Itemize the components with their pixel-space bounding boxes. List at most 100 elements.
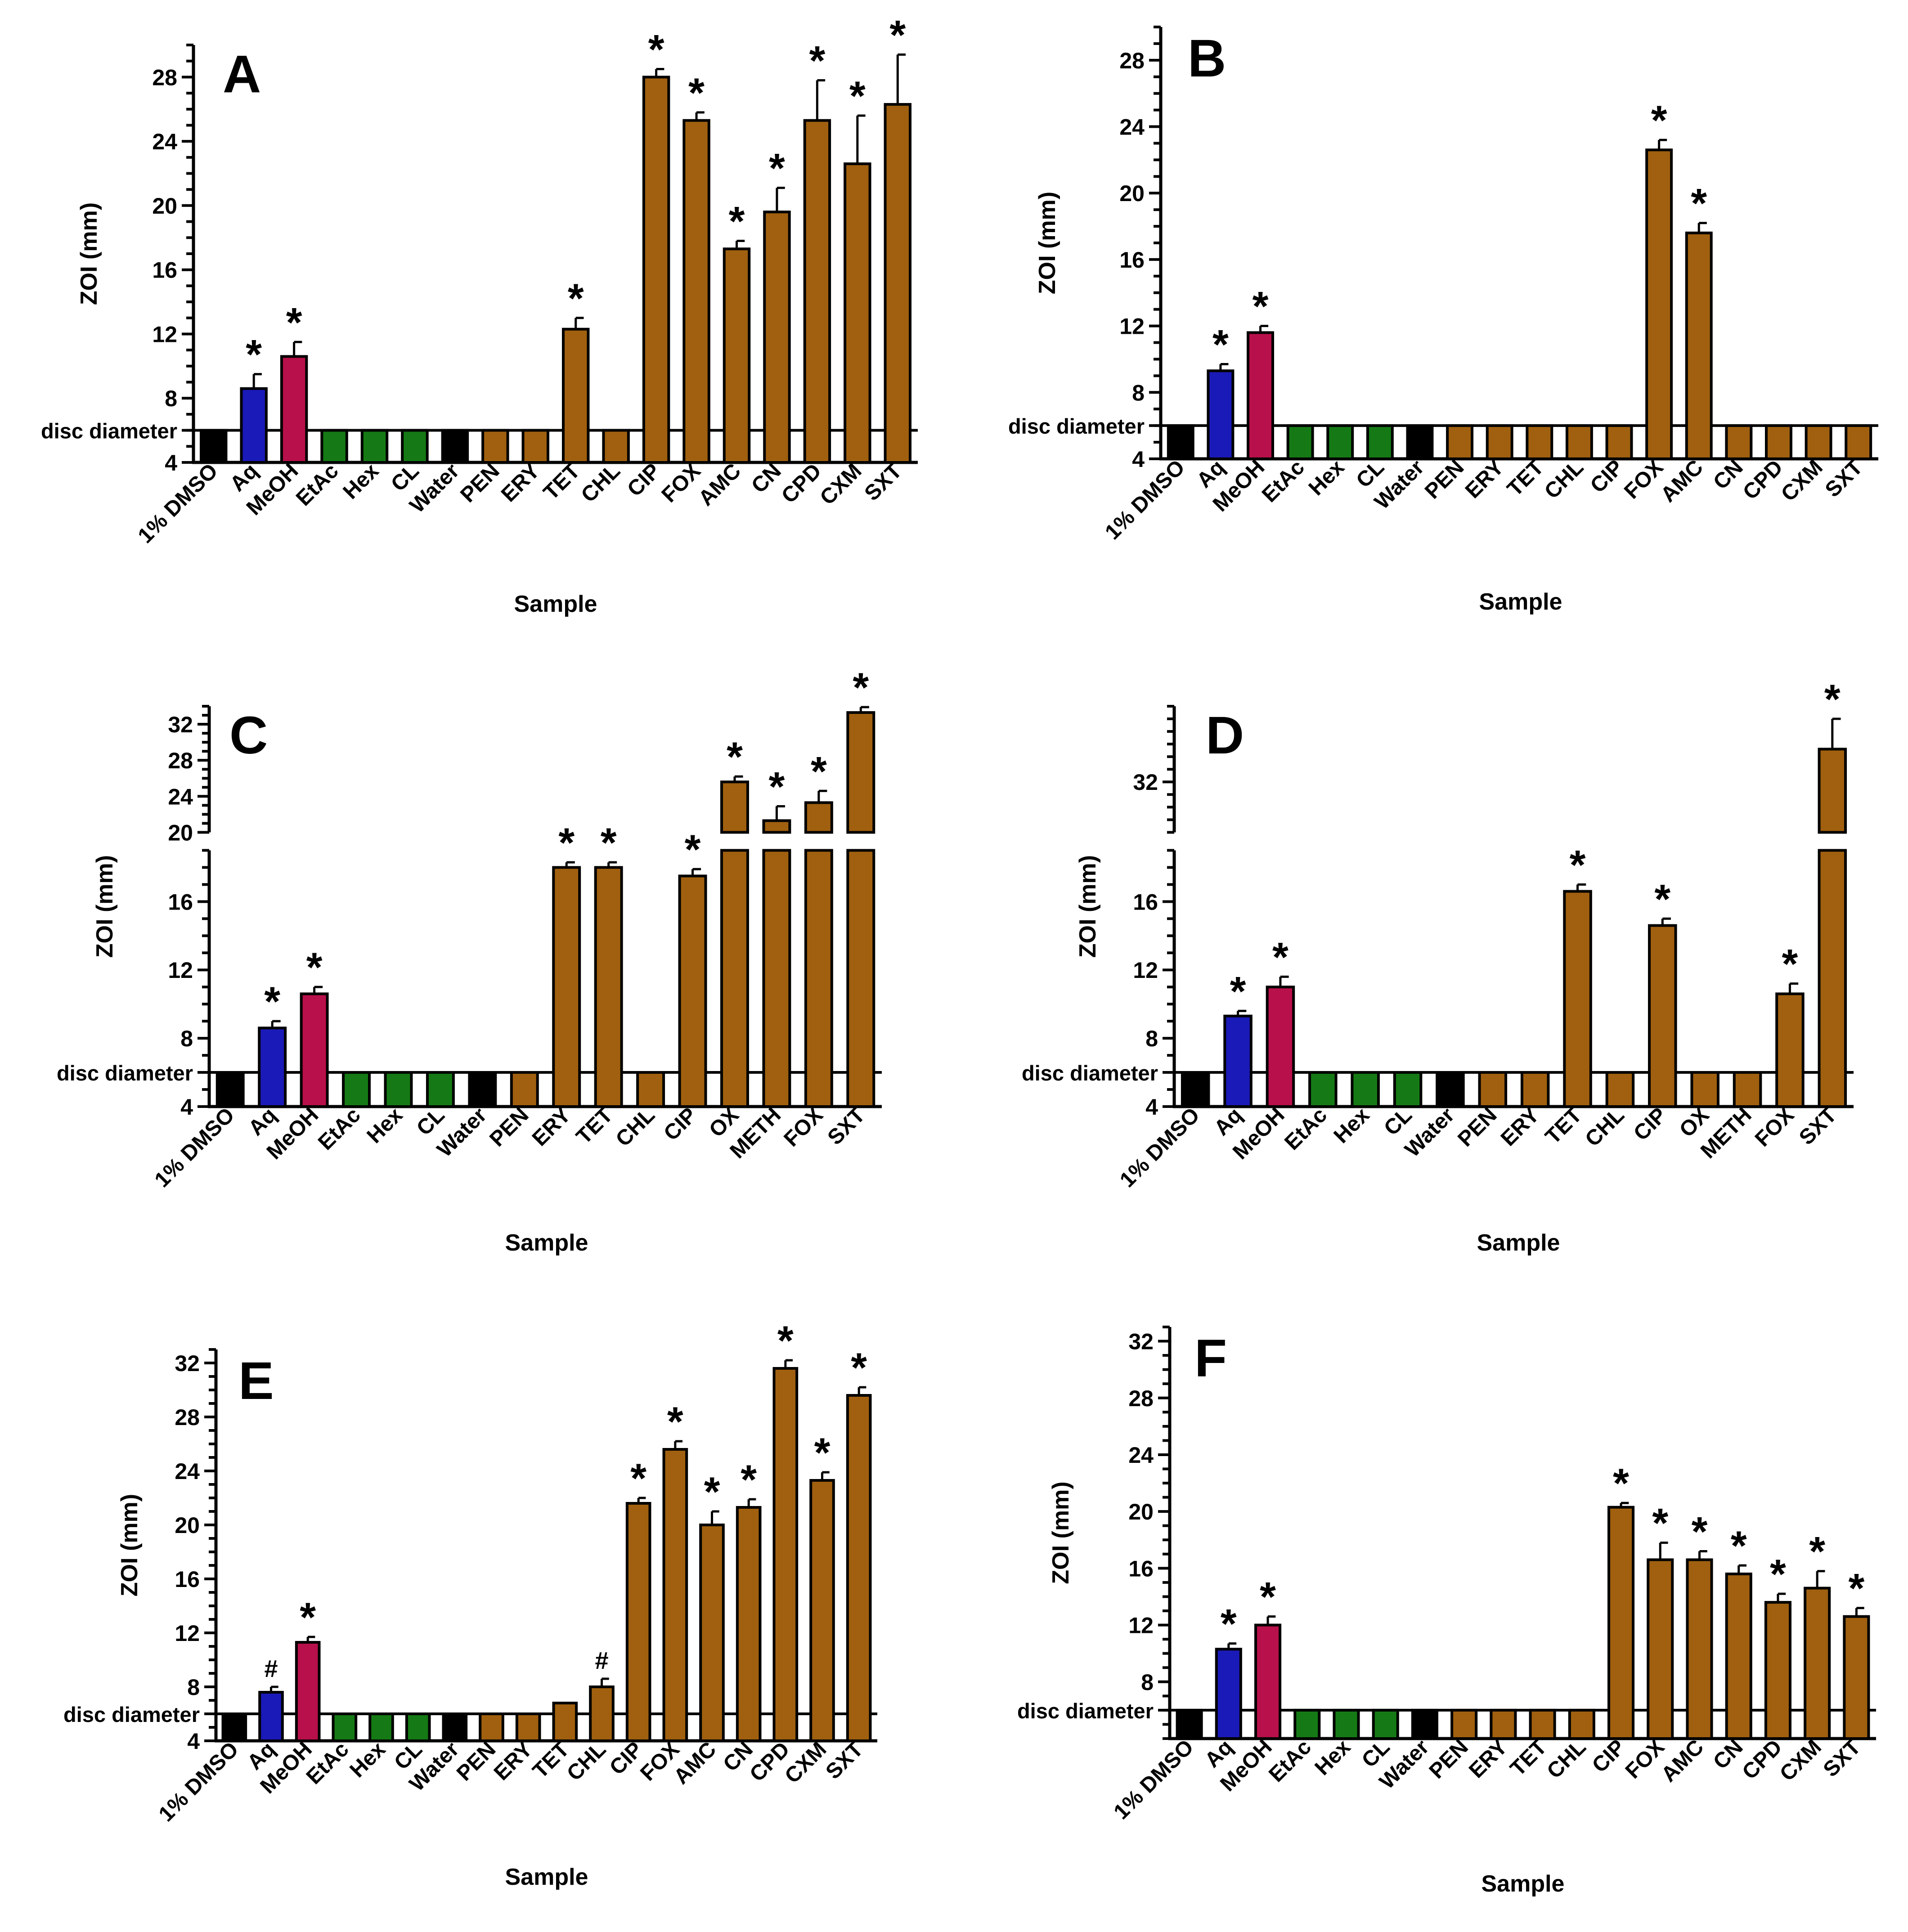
y-tick-label: 4 bbox=[165, 450, 177, 475]
significance-marker: * bbox=[777, 1318, 794, 1364]
bar bbox=[642, 76, 670, 464]
significance-marker: * bbox=[568, 276, 584, 322]
y-tick-label: 28 bbox=[1119, 48, 1145, 73]
x-tick-label: 1% DMSO bbox=[1109, 1735, 1199, 1824]
x-axis-title: Sample bbox=[505, 1864, 588, 1890]
x-tick-label: CHL bbox=[562, 1737, 611, 1785]
bar bbox=[332, 1712, 358, 1742]
y-tick-label: 24 bbox=[152, 129, 177, 154]
bar bbox=[1526, 424, 1553, 461]
y-tick-label: 20 bbox=[175, 1513, 200, 1538]
bar bbox=[199, 429, 228, 464]
x-tick-label: ERY bbox=[1464, 1735, 1512, 1783]
reference-label: disc diameter bbox=[1022, 1061, 1158, 1085]
bar bbox=[804, 849, 833, 1108]
bar bbox=[1478, 1071, 1508, 1108]
significance-marker: * bbox=[1770, 1551, 1786, 1597]
x-tick-label: FOX bbox=[1621, 1735, 1669, 1783]
bar bbox=[1648, 924, 1677, 1108]
x-tick-label: CIP bbox=[1629, 1103, 1671, 1145]
bar bbox=[1286, 424, 1314, 461]
bar bbox=[1254, 1623, 1282, 1740]
panel-letter: A bbox=[223, 45, 261, 104]
significance-marker: * bbox=[1570, 842, 1586, 888]
y-tick-label: 8 bbox=[1145, 1026, 1158, 1051]
x-tick-label: ERY bbox=[1461, 455, 1508, 503]
bar bbox=[1804, 1587, 1831, 1740]
significance-marker: * bbox=[1654, 876, 1670, 922]
bar bbox=[1207, 369, 1235, 460]
significance-marker: * bbox=[685, 827, 701, 873]
x-tick-label: Hex bbox=[339, 459, 384, 504]
y-axis-title: ZOI (mm) bbox=[1048, 1481, 1074, 1584]
x-axis-title: Sample bbox=[505, 1230, 588, 1256]
bar bbox=[342, 1071, 371, 1108]
x-tick-label: SXT bbox=[821, 1737, 867, 1784]
x-tick-label: CPD bbox=[777, 459, 826, 508]
x-tick-label: TET bbox=[1541, 1103, 1587, 1149]
bar bbox=[300, 992, 329, 1108]
y-tick-label: 20 bbox=[152, 193, 177, 219]
y-tick-label: 12 bbox=[168, 958, 193, 983]
x-tick-label: Hex bbox=[1329, 1103, 1374, 1148]
bar bbox=[1725, 424, 1753, 461]
bar-upper bbox=[846, 711, 875, 834]
panel-letter: D bbox=[1206, 706, 1244, 765]
x-axis-title: Sample bbox=[1482, 1871, 1565, 1897]
bar bbox=[442, 1712, 468, 1742]
significance-marker: * bbox=[849, 73, 866, 119]
y-tick-label: 8 bbox=[180, 1026, 193, 1051]
bar bbox=[1167, 424, 1194, 461]
bar bbox=[699, 1524, 725, 1742]
x-tick-label: ERY bbox=[489, 1737, 537, 1785]
significance-marker: * bbox=[729, 198, 745, 244]
significance-marker: * bbox=[1809, 1529, 1825, 1575]
significance-marker: * bbox=[851, 1345, 867, 1391]
x-tick-label: Water bbox=[433, 1103, 492, 1162]
bar bbox=[1685, 231, 1713, 460]
y-tick-label: 8 bbox=[1141, 1670, 1154, 1695]
bar bbox=[1563, 890, 1592, 1108]
significance-marker: * bbox=[1824, 677, 1841, 722]
bar bbox=[426, 1071, 455, 1108]
y-tick-label: 12 bbox=[1128, 1613, 1154, 1638]
x-tick-label: CPD bbox=[745, 1737, 794, 1786]
bar bbox=[1647, 1558, 1674, 1740]
bar bbox=[1223, 1014, 1253, 1108]
x-tick-label: EtAc bbox=[292, 459, 343, 511]
bar bbox=[552, 866, 581, 1108]
x-tick-label: CXM bbox=[1777, 455, 1827, 506]
bar bbox=[1686, 1558, 1713, 1740]
bar bbox=[662, 1448, 688, 1742]
x-tick-label: FOX bbox=[1751, 1103, 1799, 1151]
significance-marker: * bbox=[1221, 1601, 1237, 1647]
x-tick-label: TET bbox=[1506, 1735, 1552, 1781]
y-tick-label: 12 bbox=[175, 1621, 200, 1646]
bar bbox=[468, 1071, 497, 1108]
bar bbox=[280, 355, 308, 464]
x-tick-label: 1% DMSO bbox=[1115, 1103, 1204, 1192]
y-tick-label: 16 bbox=[1133, 889, 1158, 914]
bar bbox=[1411, 1708, 1438, 1740]
bar bbox=[1266, 986, 1295, 1108]
y-tick-label: 4 bbox=[187, 1729, 200, 1754]
x-axis-title: Sample bbox=[1479, 589, 1562, 615]
y-tick-label: 28 bbox=[168, 748, 193, 773]
x-tick-label: EtAc bbox=[302, 1737, 354, 1789]
significance-marker: * bbox=[769, 764, 785, 810]
bar bbox=[1645, 148, 1673, 460]
bar bbox=[1293, 1708, 1321, 1740]
y-tick-label: 20 bbox=[168, 820, 193, 845]
x-tick-label: EtAc bbox=[1257, 455, 1309, 507]
bar bbox=[1181, 1071, 1210, 1108]
x-tick-label: CIP bbox=[623, 459, 665, 501]
bar bbox=[1775, 992, 1805, 1108]
y-tick-label: 12 bbox=[1133, 958, 1158, 983]
x-tick-label: SXT bbox=[1795, 1103, 1841, 1149]
significance-marker: * bbox=[688, 70, 705, 116]
x-axis-title: Sample bbox=[514, 591, 597, 617]
bar bbox=[561, 327, 590, 464]
bar bbox=[1372, 1708, 1399, 1740]
